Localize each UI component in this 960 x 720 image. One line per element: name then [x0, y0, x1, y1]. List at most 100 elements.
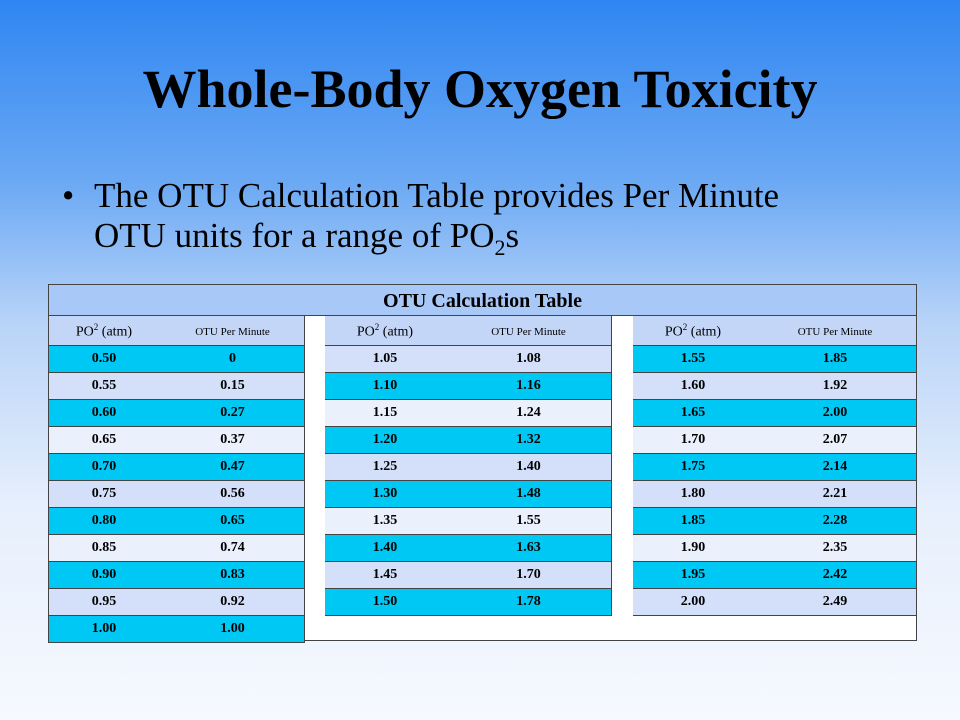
otu-cell: 2.00 — [822, 405, 848, 420]
otu-cell: 0.56 — [220, 486, 245, 501]
header-otu-per-minute: OTU Per Minute — [195, 326, 270, 338]
table-row: 1.10 1.16 — [325, 373, 612, 400]
otu-cell: 1.48 — [516, 486, 541, 501]
po2-cell: 1.80 — [680, 486, 706, 501]
table-row: 1.80 2.21 — [633, 481, 917, 508]
table-row: 1.90 2.35 — [633, 535, 917, 562]
header-po2: PO2 (atm) — [664, 322, 722, 340]
otu-cell: 2.35 — [822, 540, 848, 555]
otu-cell: 0.92 — [220, 594, 245, 609]
otu-cell: 0.27 — [220, 405, 245, 420]
bullet-text: The OTU Calculation Table provides Per M… — [94, 176, 779, 268]
po2-cell: 0.55 — [91, 378, 117, 393]
table-row: 1.20 1.32 — [325, 427, 612, 454]
po2-cell: 1.85 — [680, 513, 706, 528]
table-row: 1.95 2.42 — [633, 562, 917, 589]
po2-cell: 0.75 — [91, 486, 117, 501]
header-po2: PO2 (atm) — [75, 322, 133, 340]
table-row: 1.60 1.92 — [633, 373, 917, 400]
column-gap — [612, 316, 633, 614]
otu-cell: 1.63 — [516, 540, 541, 555]
bullet-dot-icon: • — [62, 176, 75, 215]
bullet-line-2-suffix: s — [505, 216, 520, 255]
otu-cell: 0.83 — [220, 567, 245, 582]
table-row: 0.65 0.37 — [48, 427, 305, 454]
table-row: 0.80 0.65 — [48, 508, 305, 535]
po2-cell: 0.95 — [91, 594, 117, 609]
otu-cell: 0.37 — [220, 432, 245, 447]
po2-cell: 1.60 — [680, 378, 706, 393]
table-row: 1.05 1.08 — [325, 346, 612, 373]
otu-cell: 1.55 — [516, 513, 541, 528]
otu-cell: 2.28 — [822, 513, 848, 528]
po2-cell: 0.90 — [91, 567, 117, 582]
table-row: 0.55 0.15 — [48, 373, 305, 400]
po2-cell: 1.25 — [372, 459, 398, 474]
po2-cell: 1.40 — [372, 540, 398, 555]
otu-cell: 1.92 — [822, 378, 848, 393]
otu-cell: 1.40 — [516, 459, 541, 474]
otu-cell: 1.85 — [822, 351, 848, 366]
bullet-line-2: OTU units for a range of PO2s — [94, 216, 779, 268]
po2-cell: 1.90 — [680, 540, 706, 555]
table-header-row: PO2 (atm) OTU Per Minute — [325, 316, 612, 346]
table-row: 1.70 2.07 — [633, 427, 917, 454]
otu-cell: 0.15 — [220, 378, 245, 393]
table-row: 1.25 1.40 — [325, 454, 612, 481]
table-row: 1.65 2.00 — [633, 400, 917, 427]
table-row: 1.45 1.70 — [325, 562, 612, 589]
otu-cell: 2.49 — [822, 594, 848, 609]
otu-cell: 1.00 — [220, 621, 245, 636]
po2-cell: 0.80 — [91, 513, 117, 528]
subscript: 2 — [494, 235, 506, 260]
table-header-row: PO2 (atm) OTU Per Minute — [633, 316, 917, 346]
po2-cell: 0.60 — [91, 405, 117, 420]
table-row: 1.40 1.63 — [325, 535, 612, 562]
table-caption: OTU Calculation Table — [48, 284, 917, 316]
po2-cell: 0.85 — [91, 540, 117, 555]
po2-cell: 1.50 — [372, 594, 398, 609]
column-gap — [305, 316, 325, 614]
po2-cell: 1.70 — [680, 432, 706, 447]
table-row: 1.85 2.28 — [633, 508, 917, 535]
table-row: 1.75 2.14 — [633, 454, 917, 481]
po2-cell: 0.50 — [91, 351, 117, 366]
po2-cell: 1.05 — [372, 351, 398, 366]
table-row: 0.70 0.47 — [48, 454, 305, 481]
po2-cell: 1.45 — [372, 567, 398, 582]
table-row: 0.75 0.56 — [48, 481, 305, 508]
otu-cell: 1.32 — [516, 432, 541, 447]
otu-cell: 1.16 — [516, 378, 541, 393]
bullet-line-2-text: OTU units for a range of PO — [94, 216, 495, 255]
po2-cell: 1.75 — [680, 459, 706, 474]
po2-cell: 1.55 — [680, 351, 706, 366]
po2-cell: 1.65 — [680, 405, 706, 420]
po2-cell: 1.00 — [91, 621, 117, 636]
otu-cell: 1.08 — [516, 351, 541, 366]
otu-cell: 0.74 — [220, 540, 245, 555]
table-header-row: PO2 (atm) OTU Per Minute — [48, 316, 305, 346]
po2-cell: 1.30 — [372, 486, 398, 501]
header-otu-per-minute: OTU Per Minute — [797, 326, 873, 338]
table-row: 0.85 0.74 — [48, 535, 305, 562]
table-row: 0.60 0.27 — [48, 400, 305, 427]
otu-cell: 2.14 — [822, 459, 848, 474]
header-otu-per-minute: OTU Per Minute — [491, 326, 566, 338]
otu-cell: 0.65 — [220, 513, 245, 528]
otu-cell: 1.78 — [516, 594, 541, 609]
po2-cell: 1.35 — [372, 513, 398, 528]
po2-cell: 2.00 — [680, 594, 706, 609]
po2-cell: 1.95 — [680, 567, 706, 582]
otu-calculation-table: OTU Calculation Table PO2 (atm) OTU Per M… — [48, 284, 917, 643]
po2-cell: 0.65 — [91, 432, 117, 447]
table-row: 0.95 0.92 — [48, 589, 305, 616]
otu-cell: 0.47 — [220, 459, 245, 474]
po2-cell: 1.10 — [372, 378, 398, 393]
otu-cell: 2.42 — [822, 567, 848, 582]
otu-cell: 2.21 — [822, 486, 848, 501]
otu-cell: 1.24 — [516, 405, 541, 420]
otu-cell: 1.70 — [516, 567, 541, 582]
otu-cell: 0 — [229, 351, 236, 366]
po2-cell: 1.15 — [372, 405, 398, 420]
table-row: 2.00 2.49 — [633, 589, 917, 616]
